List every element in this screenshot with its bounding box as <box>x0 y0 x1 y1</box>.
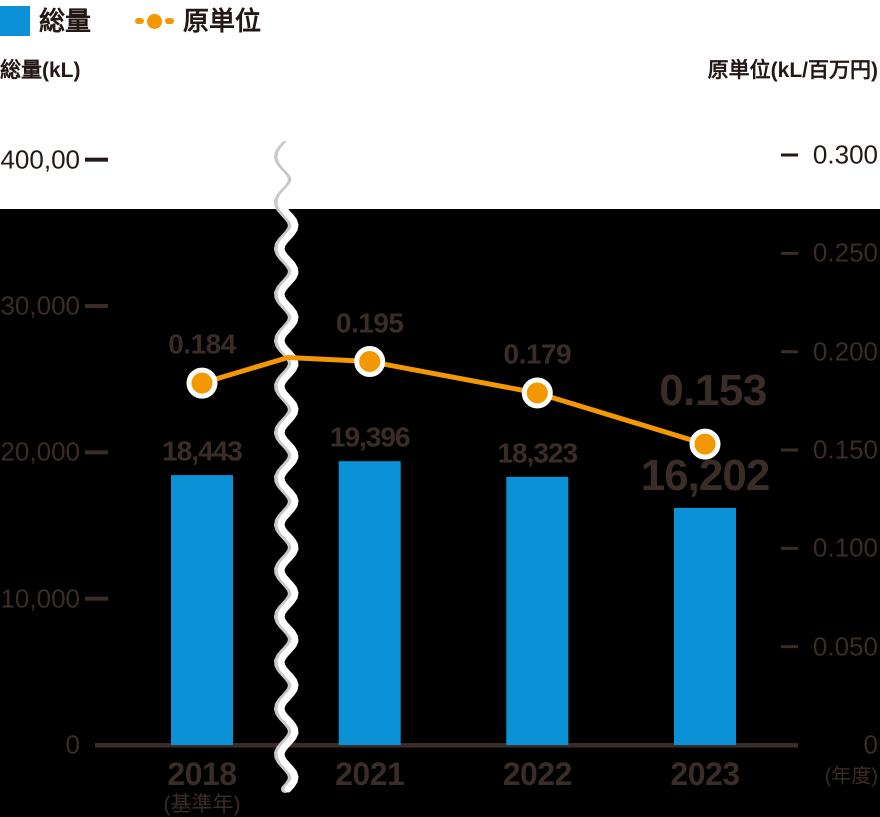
legend-total-label: 総量 <box>39 6 92 36</box>
intensity-marker-2022 <box>521 377 553 409</box>
intensity-marker-2021 <box>354 346 386 377</box>
left-axis-tick <box>85 157 108 162</box>
left-axis-tick-label: 0 <box>65 729 80 760</box>
right-axis-tick-label: 0.250 <box>812 237 878 268</box>
x-category-label: 2022 <box>502 756 573 793</box>
point-value-label: 0.184 <box>168 328 236 360</box>
x-category-label: 2021 <box>335 756 405 793</box>
legend-dot-icon <box>147 13 163 29</box>
left-axis-tick-label: 10,000 <box>0 583 80 614</box>
right-axis-tick <box>781 251 798 255</box>
right-axis-tick-label: 0 <box>863 729 878 760</box>
bar-value-label: 18,323 <box>497 437 578 469</box>
left-axis-tick <box>85 304 108 308</box>
x-axis-line <box>95 743 798 748</box>
point-value-label: 0.195 <box>335 307 404 339</box>
bar-value-label: 18,443 <box>162 435 243 467</box>
bar-2018 <box>171 475 233 745</box>
left-axis-tick <box>85 450 108 455</box>
right-axis-tick-label: 0.050 <box>812 631 878 662</box>
bar-value-label: 16,202 <box>640 450 771 500</box>
left-axis-title: 総量(kL) <box>0 59 81 82</box>
right-axis-tick-label: 0.300 <box>812 139 878 170</box>
legend-intensity-label: 原単位 <box>183 6 262 36</box>
right-axis-tick <box>781 645 798 649</box>
right-axis-tick <box>781 153 798 157</box>
intensity-marker-2018 <box>186 367 218 399</box>
x-category-label: 2023 <box>670 756 740 793</box>
bar-2021 <box>338 461 401 745</box>
legend-dash-icon <box>165 18 175 24</box>
right-axis-tick-label: 0.100 <box>812 532 878 563</box>
right-axis-tick <box>781 350 798 354</box>
point-value-label: 0.179 <box>503 338 572 370</box>
left-axis-tick-label: 30,000 <box>0 290 80 321</box>
legend-line-marker-icon <box>135 13 175 29</box>
right-axis-tick-label: 0.200 <box>812 336 878 367</box>
legend-dash-icon <box>135 18 145 24</box>
legend: 総量 原単位 <box>0 5 261 37</box>
axis-break-wave <box>277 141 299 793</box>
left-axis-tick <box>85 596 108 601</box>
right-axis-tick <box>781 448 798 452</box>
right-axis-tick <box>781 546 798 550</box>
left-axis-tick-label: 400,00 <box>0 144 80 175</box>
x-axis-unit-label: (年度) <box>824 765 878 788</box>
x-category-label: 2018 <box>167 756 237 793</box>
right-axis-tick-label: 0.150 <box>812 434 878 465</box>
base-year-note: (基準年) <box>163 792 241 816</box>
right-axis-title: 原単位(kL/百万円) <box>707 59 878 82</box>
bar-value-label: 19,396 <box>329 421 411 453</box>
point-value-label: 0.153 <box>659 365 767 415</box>
left-axis-tick-label: 20,000 <box>0 436 80 467</box>
intensity-marker-2023 <box>689 428 721 460</box>
bar-2023 <box>674 507 736 745</box>
legend-total-swatch <box>0 6 30 36</box>
bar-2022 <box>506 476 569 745</box>
